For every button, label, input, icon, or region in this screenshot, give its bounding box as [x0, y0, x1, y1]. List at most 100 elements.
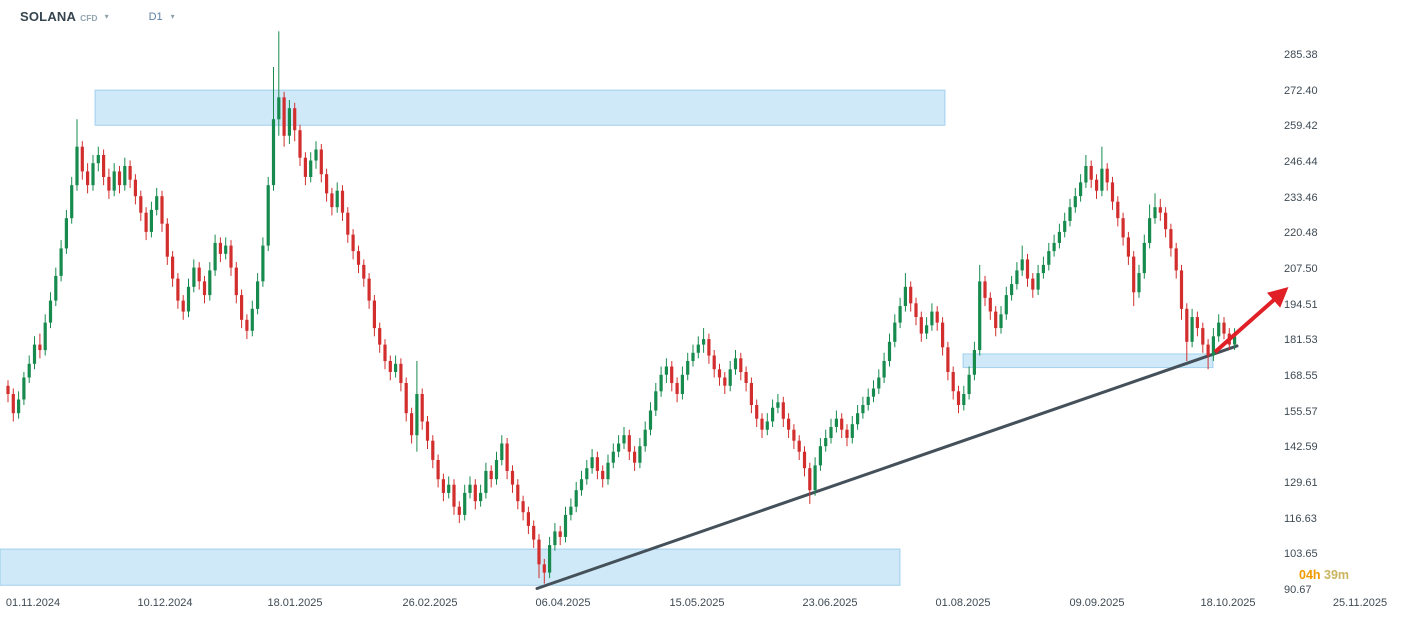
candle-body: [739, 358, 743, 372]
candle-body: [1179, 270, 1184, 309]
candle-body: [1148, 218, 1152, 243]
candle-body: [686, 361, 690, 375]
candle-body: [32, 344, 37, 364]
support-zone[interactable]: [962, 353, 1214, 369]
candle-body: [319, 149, 323, 175]
candle-body: [585, 468, 589, 480]
breakout-arrow-annotation[interactable]: [1213, 287, 1289, 354]
candle-body: [229, 245, 233, 268]
candle-body: [112, 171, 116, 191]
candle-body: [468, 484, 472, 493]
candle-body: [1158, 207, 1162, 213]
candle-body: [1031, 278, 1035, 290]
candle-body: [102, 155, 106, 177]
candle-body: [425, 421, 430, 441]
candle-body: [988, 297, 992, 312]
candle-body: [309, 160, 313, 177]
candle-body: [532, 525, 536, 540]
candle-body: [351, 234, 355, 252]
candle-body: [43, 322, 47, 351]
candle-body: [887, 341, 892, 361]
candle-body: [733, 358, 738, 370]
candle-body: [659, 374, 663, 392]
candle-body: [139, 196, 143, 213]
candle-body: [192, 267, 196, 287]
candle-body: [856, 413, 860, 425]
candle-body: [107, 176, 111, 191]
candle-body: [1190, 317, 1194, 342]
candle-body: [452, 484, 456, 507]
candle-body: [133, 179, 137, 197]
candle-body: [1073, 196, 1077, 208]
candle-body: [1047, 251, 1051, 265]
candle-body: [898, 306, 902, 323]
candle-body: [542, 564, 546, 573]
candle-body: [22, 377, 26, 400]
candle-body: [771, 407, 775, 422]
candle-body: [1121, 218, 1125, 238]
candle-body: [595, 457, 599, 471]
candle-body: [840, 418, 844, 430]
candle-body: [606, 462, 610, 480]
candle-body: [1201, 328, 1205, 345]
candle-body: [516, 484, 520, 502]
candle-body: [367, 278, 371, 301]
candle-body: [505, 443, 509, 471]
candle-body: [728, 369, 732, 386]
candle-body: [834, 418, 838, 427]
resistance-zone[interactable]: [94, 89, 946, 126]
candle-body: [1142, 242, 1146, 274]
candle-body: [383, 344, 387, 362]
candle-body: [213, 242, 217, 271]
candle-body: [86, 171, 90, 186]
demand-zone[interactable]: [0, 548, 901, 586]
candle-body: [1164, 212, 1168, 230]
candle-body: [643, 429, 647, 447]
candle-body: [1110, 182, 1115, 202]
candle-body: [479, 492, 483, 502]
candle-body: [1079, 182, 1083, 197]
candle-body: [601, 470, 605, 480]
candle-body: [749, 383, 753, 405]
candle-body: [59, 248, 63, 276]
candle-body: [1084, 166, 1088, 183]
timeframe-selector[interactable]: D1 ▾: [149, 11, 175, 23]
candle-body: [335, 190, 339, 208]
candle-body: [181, 300, 185, 312]
instrument-type-label: CFD: [80, 13, 98, 23]
candle-body: [96, 155, 100, 164]
candle-body: [1169, 229, 1173, 249]
candle-body: [80, 146, 84, 172]
chevron-down-icon: ▾: [170, 12, 175, 21]
candle-body: [155, 196, 159, 210]
candle-body: [1126, 237, 1130, 257]
candle-body: [431, 440, 435, 460]
candle-body: [1020, 259, 1024, 271]
candle-body: [330, 193, 334, 208]
candle-body: [91, 163, 95, 186]
candle-body: [574, 490, 578, 507]
ascending-trendline-annotation[interactable]: [535, 344, 1239, 590]
candle-body: [224, 245, 228, 254]
candle-body: [648, 410, 653, 430]
candle-body: [266, 185, 270, 246]
symbol-selector[interactable]: SOLANA CFD ▾: [20, 9, 109, 24]
candle-body: [978, 281, 982, 351]
candle-body: [967, 374, 971, 394]
candle-body: [744, 372, 748, 383]
candle-body: [394, 363, 398, 372]
candle-body: [627, 435, 631, 452]
candle-body: [999, 314, 1003, 328]
candle-body: [1132, 256, 1136, 293]
candle-body: [271, 119, 276, 186]
candle-body: [914, 303, 918, 317]
candle-body: [378, 328, 382, 345]
candle-body: [946, 347, 950, 372]
candle-body: [75, 146, 79, 186]
candle-body: [638, 446, 642, 463]
candle-body: [1095, 179, 1099, 191]
countdown-hours: 04h: [1299, 568, 1321, 582]
candle-body: [240, 295, 244, 320]
candle-body: [176, 278, 180, 301]
